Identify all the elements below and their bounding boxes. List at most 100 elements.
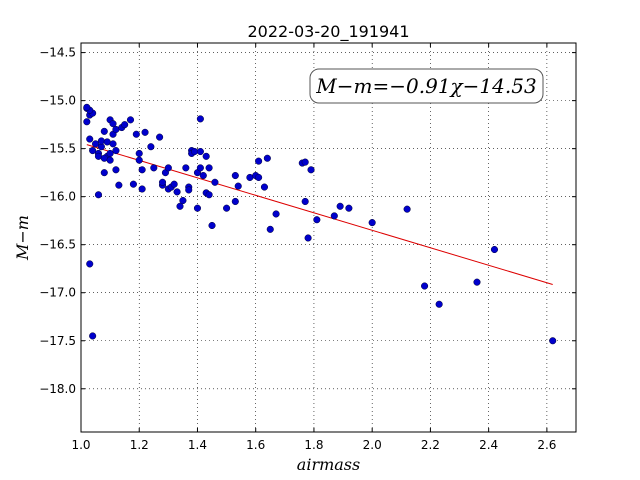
data-point xyxy=(421,282,429,290)
y-tick-label: −17.5 xyxy=(39,334,76,348)
data-point xyxy=(403,205,411,213)
data-point xyxy=(86,260,94,268)
data-point xyxy=(176,202,184,210)
data-point xyxy=(158,178,167,186)
data-point xyxy=(307,166,315,174)
data-points xyxy=(83,103,557,345)
data-point xyxy=(100,169,108,177)
y-tick-label: −16.5 xyxy=(39,238,76,252)
data-point xyxy=(109,140,117,148)
data-point xyxy=(106,149,114,158)
x-tick-label: 2.0 xyxy=(363,438,382,452)
data-point xyxy=(138,166,146,174)
data-point xyxy=(196,115,204,123)
data-point xyxy=(301,158,309,166)
data-point xyxy=(182,164,190,172)
data-point xyxy=(301,197,309,206)
data-point xyxy=(231,197,239,206)
data-point xyxy=(94,191,103,199)
data-point xyxy=(345,204,353,212)
data-point xyxy=(106,156,114,164)
data-point xyxy=(138,185,146,193)
grid xyxy=(80,43,576,432)
data-point xyxy=(223,204,231,212)
x-tick-label: 1.4 xyxy=(188,438,207,452)
data-point xyxy=(173,188,181,196)
data-point xyxy=(255,173,263,182)
data-point xyxy=(179,196,187,205)
data-point xyxy=(199,171,207,180)
data-point xyxy=(129,180,137,188)
data-point xyxy=(272,210,280,218)
data-point xyxy=(473,278,481,286)
data-point xyxy=(150,164,158,172)
data-point xyxy=(196,164,204,172)
data-point xyxy=(260,183,268,191)
data-point xyxy=(97,137,105,145)
y-tick-label: −18.0 xyxy=(39,382,76,396)
chart-title: 2022-03-20_191941 xyxy=(247,22,409,42)
data-point xyxy=(112,147,120,155)
fit-annotation-text: M−m=−0.91χ−14.53 xyxy=(315,74,536,98)
x-tick-label: 1.0 xyxy=(71,438,90,452)
data-point xyxy=(234,182,242,190)
data-point xyxy=(92,140,100,148)
data-point xyxy=(330,212,338,220)
y-axis-label: M−m xyxy=(13,215,32,261)
fit-line-group xyxy=(86,144,553,285)
data-point xyxy=(435,300,443,308)
data-point xyxy=(185,186,193,194)
data-point xyxy=(211,178,219,186)
fit-annotation-box xyxy=(309,68,544,104)
data-point xyxy=(121,121,129,129)
x-tick-label: 2.2 xyxy=(421,438,440,452)
data-point xyxy=(135,156,143,164)
data-point xyxy=(141,128,149,136)
data-point xyxy=(126,116,135,124)
fit-annotation: M−m=−0.91χ−14.53 xyxy=(309,68,544,104)
data-point xyxy=(208,221,216,230)
data-point xyxy=(170,180,178,188)
data-point xyxy=(304,234,312,242)
data-point xyxy=(115,181,123,189)
data-point xyxy=(89,332,97,340)
plot-frame xyxy=(80,42,577,433)
data-point xyxy=(132,130,140,138)
y-tick-label: −14.5 xyxy=(39,46,76,60)
data-point xyxy=(193,204,202,212)
data-point xyxy=(255,157,263,165)
data-point xyxy=(263,154,271,162)
data-point xyxy=(86,135,94,143)
data-point xyxy=(100,127,108,135)
x-tick-label: 1.8 xyxy=(304,438,323,452)
data-point xyxy=(83,118,91,126)
data-point xyxy=(490,245,499,254)
data-point xyxy=(135,149,143,158)
y-tick-label: −17.0 xyxy=(39,286,76,300)
x-tick-labels: 1.0 1.2 1.4 1.6 1.8 2.0 2.2 2.4 2.6 xyxy=(71,438,556,452)
x-axis-label: airmass xyxy=(297,455,360,474)
x-tick-label: 2.6 xyxy=(537,438,556,452)
data-point xyxy=(205,191,213,199)
y-tick-label: −15.0 xyxy=(39,94,76,108)
y-tick-label: −15.5 xyxy=(39,142,76,156)
data-point xyxy=(156,133,164,141)
y-tick-label: −16.0 xyxy=(39,190,76,204)
data-point xyxy=(549,337,557,345)
data-point xyxy=(336,202,344,210)
x-tick-label: 1.6 xyxy=(246,438,265,452)
data-point xyxy=(196,147,204,156)
data-point xyxy=(231,171,239,180)
data-point xyxy=(164,164,172,172)
fit-line xyxy=(86,144,553,285)
data-point xyxy=(147,143,155,151)
ticks xyxy=(80,43,576,432)
data-point xyxy=(83,103,91,111)
data-point xyxy=(266,225,274,233)
data-point xyxy=(313,216,321,224)
data-point xyxy=(202,152,210,160)
x-tick-label: 2.4 xyxy=(479,438,498,452)
data-point xyxy=(89,147,97,155)
x-tick-label: 1.2 xyxy=(130,438,149,452)
